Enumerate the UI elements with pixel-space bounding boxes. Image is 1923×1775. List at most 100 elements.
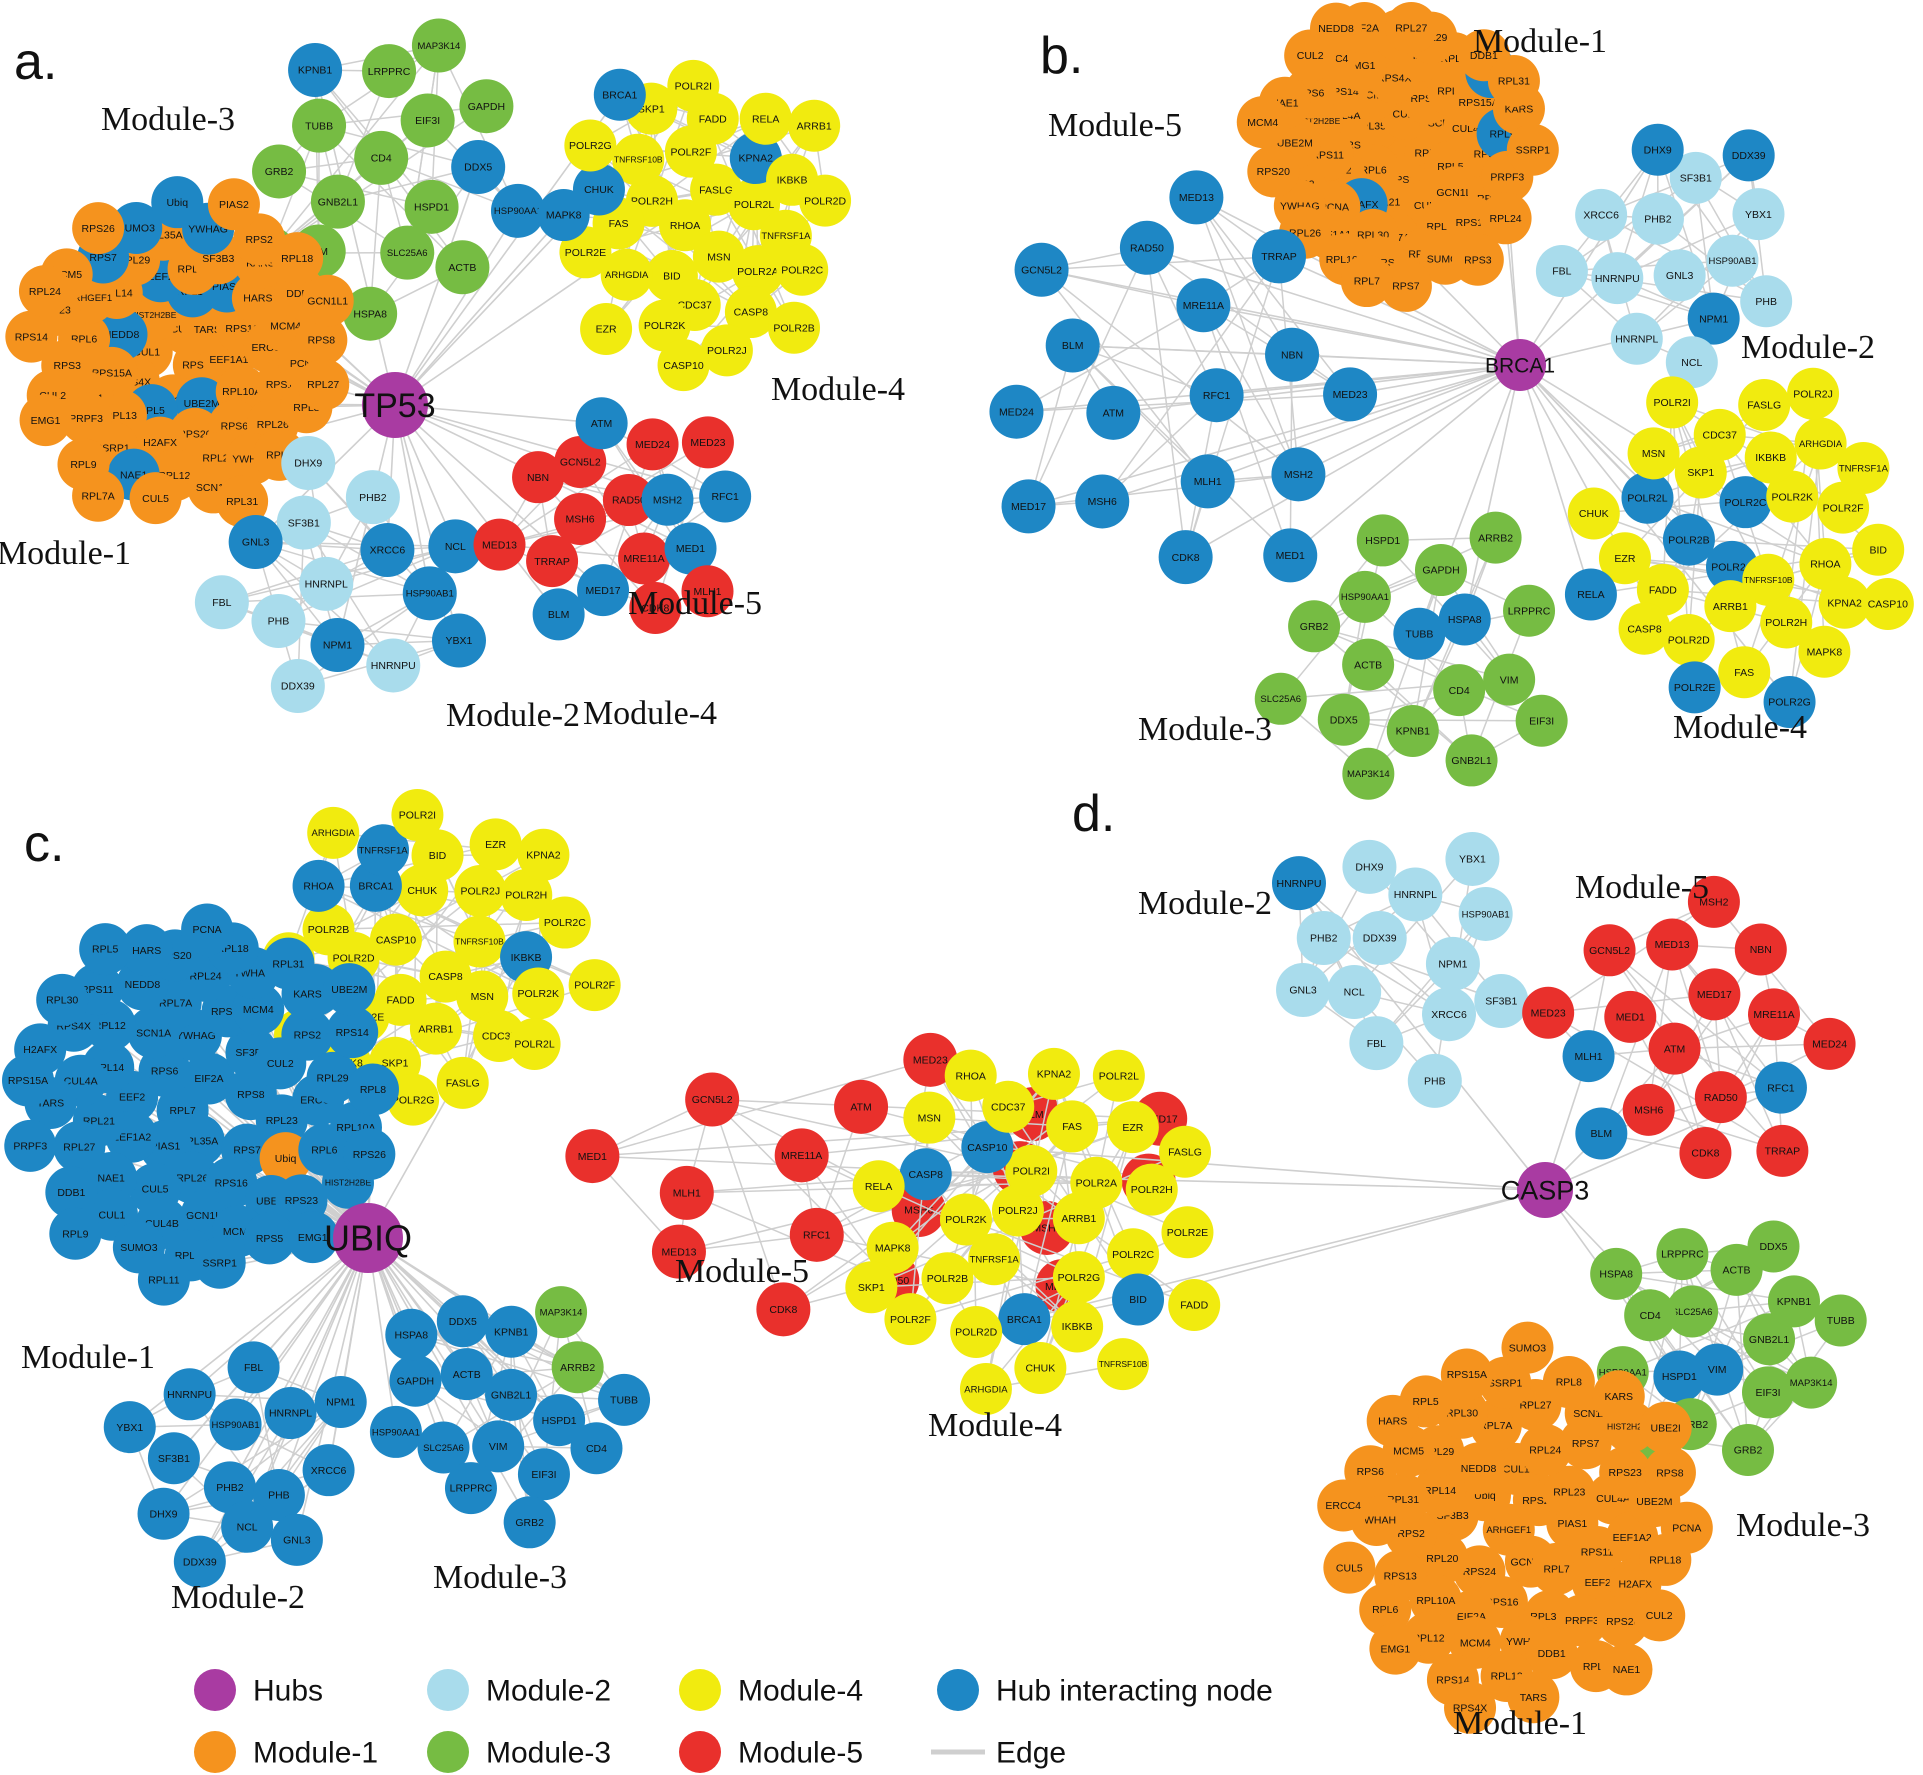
- node-LRPPRC[interactable]: [362, 44, 417, 99]
- hub-node-CASP3[interactable]: [1517, 1162, 1573, 1218]
- node-SLC25A6[interactable]: [417, 1421, 470, 1474]
- node-MED23[interactable]: [1323, 367, 1378, 422]
- node-UBE2M[interactable]: [323, 963, 376, 1016]
- node-RPL24[interactable]: [1519, 1424, 1572, 1477]
- node-SLC25A6[interactable]: [1254, 672, 1307, 725]
- node-SF3B1[interactable]: [1474, 974, 1529, 1029]
- node-SUMO3[interactable]: [110, 201, 163, 254]
- node-ATM[interactable]: [1648, 1022, 1701, 1075]
- node-EMG1[interactable]: [1369, 1622, 1422, 1675]
- node-RPL27[interactable]: [297, 358, 350, 411]
- node-RPL9[interactable]: [49, 1207, 102, 1260]
- node-MAPK8[interactable]: [866, 1221, 919, 1274]
- node-ARHGDIA[interactable]: [307, 806, 360, 859]
- node-TNFRSF1A[interactable]: [357, 824, 410, 877]
- node-XRCC6[interactable]: [1422, 987, 1477, 1042]
- node-TARS[interactable]: [1507, 1671, 1560, 1724]
- node-RFC1[interactable]: [789, 1207, 844, 1262]
- node-TNFRSF10B[interactable]: [1742, 553, 1795, 606]
- node-FADD[interactable]: [1168, 1279, 1221, 1332]
- node-POLR2I[interactable]: [1005, 1144, 1058, 1197]
- node-POLR2J[interactable]: [991, 1184, 1044, 1237]
- node-RPS3[interactable]: [1451, 233, 1504, 286]
- node-MRE11A[interactable]: [1748, 988, 1801, 1041]
- node-SSRP1[interactable]: [193, 1236, 246, 1289]
- node-CASP8[interactable]: [899, 1148, 952, 1201]
- node-TRRAP[interactable]: [1756, 1124, 1809, 1177]
- node-GNL3[interactable]: [270, 1513, 323, 1566]
- node-POLR2G[interactable]: [1052, 1251, 1105, 1304]
- node-GNL3[interactable]: [1653, 249, 1706, 302]
- node-POLR2K[interactable]: [512, 967, 565, 1020]
- node-LRPPRC[interactable]: [1503, 584, 1556, 637]
- node-POLR2C[interactable]: [1107, 1228, 1160, 1281]
- node-POLR2L[interactable]: [1092, 1049, 1145, 1102]
- node-HSP90AB1[interactable]: [402, 566, 457, 621]
- node-RPS7[interactable]: [1379, 259, 1432, 312]
- node-MED1[interactable]: [1263, 528, 1318, 583]
- node-MED13[interactable]: [1646, 918, 1699, 971]
- node-KPNA2[interactable]: [517, 828, 570, 881]
- node-RPS15A[interactable]: [2, 1054, 54, 1107]
- node-YBX1[interactable]: [103, 1401, 156, 1454]
- node-EIF2A[interactable]: [182, 1052, 235, 1105]
- node-FBL[interactable]: [194, 575, 249, 630]
- node-MSN[interactable]: [903, 1091, 956, 1144]
- node-GCN5L2[interactable]: [554, 436, 607, 489]
- node-CUL2[interactable]: [1633, 1589, 1686, 1642]
- node-RHOA[interactable]: [1799, 537, 1852, 590]
- node-CDK8[interactable]: [756, 1282, 811, 1337]
- node-MRE11A[interactable]: [618, 532, 671, 585]
- node-RPL6[interactable]: [1359, 1583, 1412, 1636]
- node-MAP3K14[interactable]: [411, 18, 466, 73]
- node-RPS15A[interactable]: [1440, 1348, 1493, 1401]
- node-HSPA8[interactable]: [1590, 1247, 1643, 1300]
- node-MED1[interactable]: [565, 1129, 620, 1184]
- node-DDX39[interactable]: [1352, 911, 1407, 966]
- node-IKBKB[interactable]: [1051, 1300, 1104, 1353]
- node-EZR[interactable]: [580, 303, 633, 356]
- node-POLR2H[interactable]: [500, 868, 553, 921]
- node-HNRNPU[interactable]: [366, 638, 421, 693]
- node-HNRNPL[interactable]: [1610, 312, 1663, 365]
- node-NPM1[interactable]: [314, 1376, 367, 1429]
- node-POLR2I[interactable]: [667, 59, 720, 112]
- node-ACTB[interactable]: [1342, 638, 1395, 691]
- node-MED1[interactable]: [664, 522, 717, 575]
- node-POLR2A[interactable]: [1070, 1156, 1123, 1209]
- node-PRPF3[interactable]: [4, 1119, 57, 1172]
- node-GRB2[interactable]: [1288, 600, 1341, 653]
- node-VIM[interactable]: [472, 1420, 525, 1473]
- node-DDX39[interactable]: [173, 1535, 226, 1588]
- node-MSN[interactable]: [692, 230, 745, 283]
- node-MSH2[interactable]: [1687, 875, 1740, 928]
- node-HNRNPU[interactable]: [1591, 252, 1644, 305]
- node-RPL8[interactable]: [1542, 1356, 1595, 1409]
- node-SKP1[interactable]: [845, 1261, 898, 1314]
- node-TNFRSF10B[interactable]: [453, 915, 506, 968]
- node-PHB[interactable]: [251, 593, 306, 648]
- node-CD4[interactable]: [570, 1422, 623, 1475]
- node-DDB1[interactable]: [45, 1166, 98, 1219]
- node-XRCC6[interactable]: [1575, 188, 1628, 241]
- node-DDB1[interactable]: [1525, 1627, 1578, 1680]
- node-POLR2F[interactable]: [884, 1293, 937, 1346]
- node-MED1[interactable]: [1604, 990, 1657, 1043]
- node-POLR2A[interactable]: [731, 245, 784, 298]
- node-DDX5[interactable]: [436, 1295, 489, 1348]
- node-MED23[interactable]: [1522, 986, 1575, 1039]
- node-NBN[interactable]: [1734, 923, 1787, 976]
- node-HNRNPL[interactable]: [299, 556, 354, 611]
- node-VIM[interactable]: [1483, 653, 1536, 706]
- node-DHX9[interactable]: [281, 436, 336, 491]
- node-SF3B1[interactable]: [1669, 151, 1722, 204]
- node-CD4[interactable]: [1433, 664, 1486, 717]
- node-GCN1L1[interactable]: [301, 274, 354, 327]
- node-FBL[interactable]: [227, 1341, 280, 1394]
- node-FADD[interactable]: [1636, 563, 1689, 616]
- node-MLH1[interactable]: [1180, 454, 1235, 509]
- node-NPM1[interactable]: [310, 618, 365, 673]
- node-RPL27[interactable]: [1385, 2, 1438, 54]
- node-MSH6[interactable]: [1075, 474, 1130, 529]
- node-MED24[interactable]: [626, 418, 679, 471]
